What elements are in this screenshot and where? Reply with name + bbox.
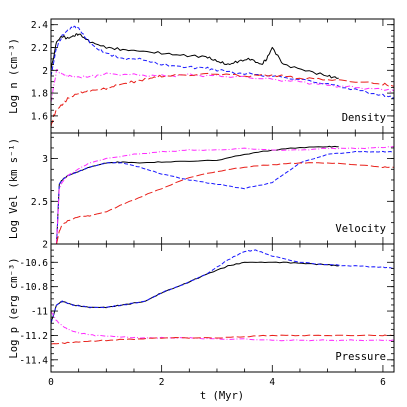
series-group-density — [51, 25, 394, 128]
panel-name-pressure: Pressure — [335, 351, 386, 363]
y-axis-label-density: Log n (cm⁻³) — [8, 38, 20, 114]
panel-velocity: 2 2.5 3 Log Vel (km s⁻¹) Velocity — [8, 132, 395, 251]
y-tick-label: -11.4 — [19, 355, 48, 366]
panel-frame-pressure — [50, 243, 395, 373]
series-line-density-blue — [51, 25, 394, 99]
series-line-velocity-magenta — [56, 146, 394, 244]
y-tick-label: -11 — [31, 307, 48, 318]
series-line-pressure-black — [51, 261, 339, 324]
y-tick-label: -11.2 — [19, 331, 48, 342]
series-line-pressure-magenta — [51, 310, 394, 342]
series-line-pressure-red — [51, 334, 394, 345]
x-tick-label: 4 — [269, 377, 275, 388]
y-tick-label: 1.8 — [31, 89, 48, 100]
series-group-velocity — [56, 145, 394, 244]
x-tick-label: 6 — [380, 377, 386, 388]
series-line-density-red — [51, 72, 394, 128]
y-axis-label-velocity: Log Vel (km s⁻¹) — [8, 138, 20, 239]
series-line-density-black — [51, 33, 339, 79]
x-tick-label: 2 — [159, 377, 165, 388]
y-tick-label: -10.6 — [19, 258, 48, 269]
x-axis-label: t (Myr) — [200, 390, 244, 402]
panel-name-density: Density — [342, 112, 386, 124]
x-tick-label: 0 — [48, 377, 54, 388]
y-tick-label: 2 — [42, 66, 48, 77]
y-tick-label: -10.8 — [19, 282, 48, 293]
series-line-velocity-red — [56, 162, 394, 244]
series-line-density-magenta — [51, 69, 394, 103]
y-tick-label: 2.5 — [31, 197, 48, 208]
x-tick-labels: 0 2 4 6 — [48, 377, 386, 388]
panel-name-velocity: Velocity — [335, 223, 386, 235]
y-axis-label-pressure: Log p (erg cm⁻³) — [8, 257, 20, 358]
panel-density: 1.6 1.8 2 2.2 2.4 Log n (cm⁻³) Density — [8, 18, 395, 134]
y-tick-label: 2.2 — [31, 43, 48, 54]
y-tick-label: 3 — [42, 154, 48, 165]
series-group-pressure — [51, 249, 394, 345]
y-tick-label: 2 — [42, 240, 48, 251]
series-line-velocity-black — [56, 145, 339, 244]
series-line-pressure-blue — [51, 249, 394, 324]
y-tick-label: 2.4 — [31, 20, 48, 31]
chart-panels: 1.6 1.8 2 2.2 2.4 Log n (cm⁻³) Density 2 2.5 3 Log… — [8, 18, 395, 373]
y-tick-label: 1.6 — [31, 111, 48, 122]
